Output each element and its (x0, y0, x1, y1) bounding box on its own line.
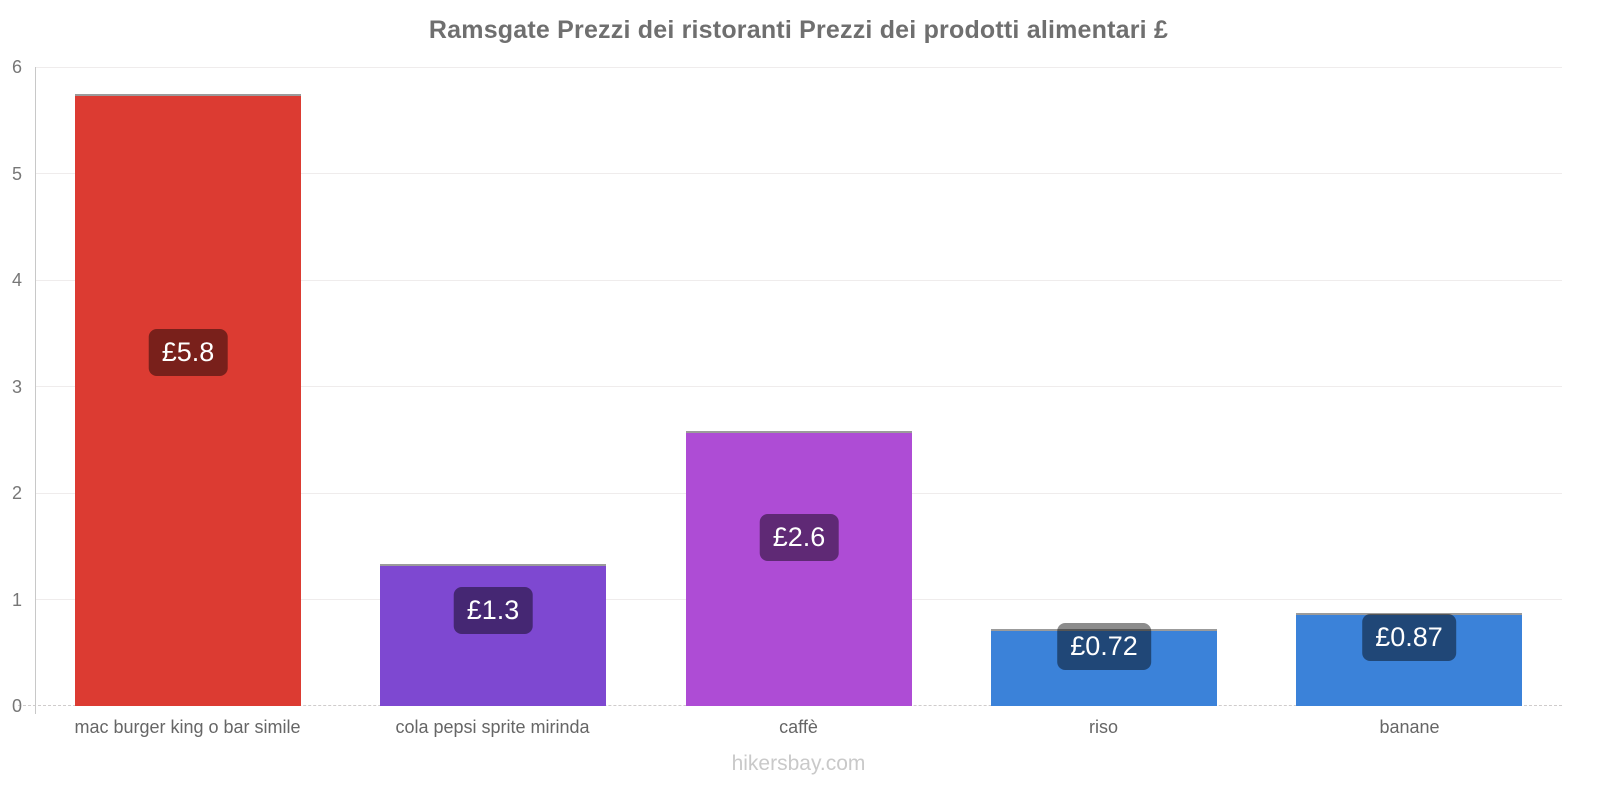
y-axis-tick-label: 2 (11, 483, 22, 503)
x-axis-labels: mac burger king o bar simile cola pepsi s… (35, 714, 1562, 744)
bar-value-badge: £0.87 (1362, 614, 1456, 661)
bar: £1.3 (380, 564, 606, 706)
y-axis-tick-label: 6 (11, 57, 22, 77)
bar-value-badge: £0.72 (1057, 623, 1151, 670)
bar: £5.8 (75, 94, 301, 706)
x-axis-label: caffè (779, 717, 818, 737)
bar-value-badge: £1.3 (453, 587, 533, 634)
y-axis-tick-label: 5 (11, 163, 22, 184)
bar: £2.6 (686, 431, 912, 706)
x-axis-label: banane (1379, 717, 1440, 737)
bar: £0.72 (991, 623, 1217, 706)
y-axis-line (35, 67, 36, 714)
footer-watermark: hikersbay.com (731, 752, 866, 775)
x-axis-label: mac burger king o bar simile (74, 717, 301, 737)
gridline (35, 173, 1562, 174)
gridline (35, 386, 1562, 387)
x-axis-label: cola pepsi sprite mirinda (395, 717, 590, 737)
chart-title: Ramsgate Prezzi dei ristoranti Prezzi de… (428, 16, 1169, 44)
gridline (35, 279, 1562, 281)
bar-value-badge: £5.8 (148, 329, 228, 376)
x-axis-label: riso (1088, 717, 1118, 737)
y-axis-tick-label: 3 (11, 376, 22, 397)
bar: £0.87 (1296, 613, 1522, 706)
bar-value-badge: £2.6 (759, 514, 839, 561)
plot-area: £5.8 £1.3 £2.6 £0.72 £0.87 (18, 66, 1562, 714)
gridline (35, 66, 1562, 68)
y-axis-tick-label: 1 (11, 589, 22, 610)
y-axis-labels: 0 1 2 3 4 5 6 (0, 57, 26, 716)
y-axis-tick-label: 4 (11, 270, 22, 290)
y-axis-tick-label: 0 (11, 696, 22, 716)
